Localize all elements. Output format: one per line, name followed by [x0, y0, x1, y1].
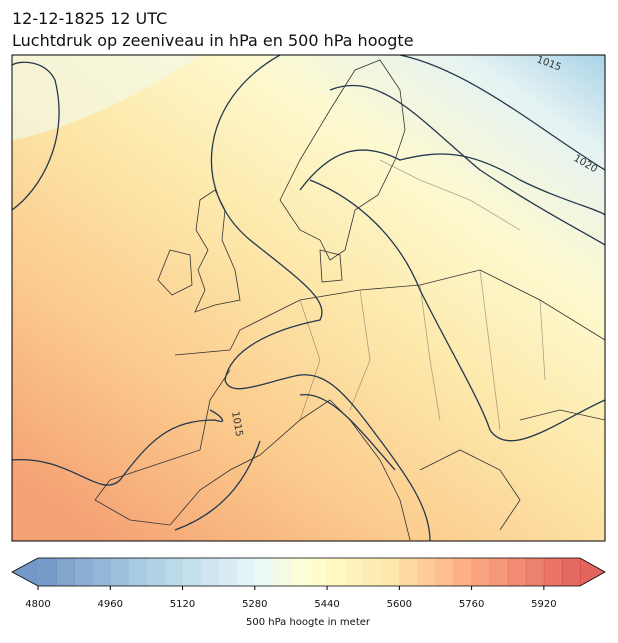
colorbar-band — [363, 558, 382, 586]
isobar — [12, 409, 224, 486]
colorbar-band — [182, 558, 202, 586]
colorbar-band — [110, 558, 129, 586]
colorbar-band — [290, 558, 310, 586]
isobar — [12, 61, 60, 211]
colorbar-band — [200, 558, 220, 586]
colorbar-band — [164, 558, 184, 586]
contour-label: 1015 — [229, 411, 244, 438]
colorbar-band — [146, 558, 165, 586]
coastline — [279, 59, 406, 283]
isobar — [299, 179, 605, 471]
colorbar-band — [218, 558, 238, 586]
colorbar-band — [128, 558, 147, 586]
isobar — [299, 55, 605, 216]
colorbar-band — [254, 558, 274, 586]
colorbar-band — [471, 558, 491, 586]
colorbar-tick-label: 5120 — [170, 599, 195, 610]
colorbar-band — [399, 558, 418, 586]
colorbar-tick-label: 5600 — [387, 599, 412, 610]
borders — [299, 159, 546, 431]
colorbar-band — [236, 558, 256, 586]
colorbar-tick-label: 5920 — [531, 599, 556, 610]
isobar — [210, 55, 431, 541]
coastline — [94, 269, 605, 541]
colorbar-tick-label: 5280 — [242, 599, 267, 610]
isobar — [174, 84, 605, 531]
colorbar-band — [309, 558, 328, 586]
colorbar-band — [417, 558, 436, 586]
colorbar-tick-label: 4960 — [98, 599, 123, 610]
colorbar-band — [525, 558, 545, 586]
colorbar-tick-label: 5760 — [459, 599, 484, 610]
map: 1015 1020 1015 — [12, 55, 605, 541]
colorbar-band — [92, 558, 111, 586]
colorbar-band — [507, 558, 527, 586]
colorbar-band — [345, 558, 364, 586]
colorbar-band — [38, 558, 57, 586]
colorbar-tick-label: 5440 — [314, 599, 339, 610]
colorbar-tick-label: 4800 — [25, 599, 50, 610]
colorbar-extend-high — [580, 558, 605, 586]
title-date: 12-12-1825 12 UTC — [12, 9, 167, 28]
colorbar-band — [453, 558, 473, 586]
colorbar-band — [56, 558, 75, 586]
colorbar-band — [381, 558, 400, 586]
colorbar: 4800 4960 5120 5280 5440 5600 5760 5920 — [11, 557, 606, 610]
colorbar-band — [489, 558, 509, 586]
colorbar-band — [435, 558, 455, 586]
colorbar-band — [272, 558, 292, 586]
colorbar-band — [74, 558, 93, 586]
title-subtitle: Luchtdruk op zeeniveau in hPa en 500 hPa… — [12, 31, 414, 50]
colorbar-label: 500 hPa hoogte in meter — [246, 617, 371, 628]
colorbar-band — [543, 558, 563, 586]
colorbar-band — [327, 558, 346, 586]
map-field — [12, 55, 605, 541]
map-frame — [11, 54, 606, 542]
colorbar-band — [561, 558, 581, 586]
colorbar-extend-low — [12, 558, 38, 586]
